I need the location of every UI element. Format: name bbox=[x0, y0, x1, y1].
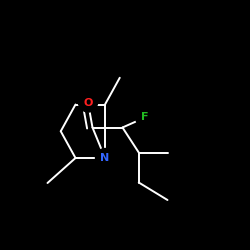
Text: O: O bbox=[83, 98, 93, 108]
Circle shape bbox=[96, 148, 114, 168]
Text: N: N bbox=[100, 153, 110, 163]
Text: F: F bbox=[141, 112, 149, 122]
Circle shape bbox=[136, 108, 154, 127]
Circle shape bbox=[78, 93, 98, 112]
